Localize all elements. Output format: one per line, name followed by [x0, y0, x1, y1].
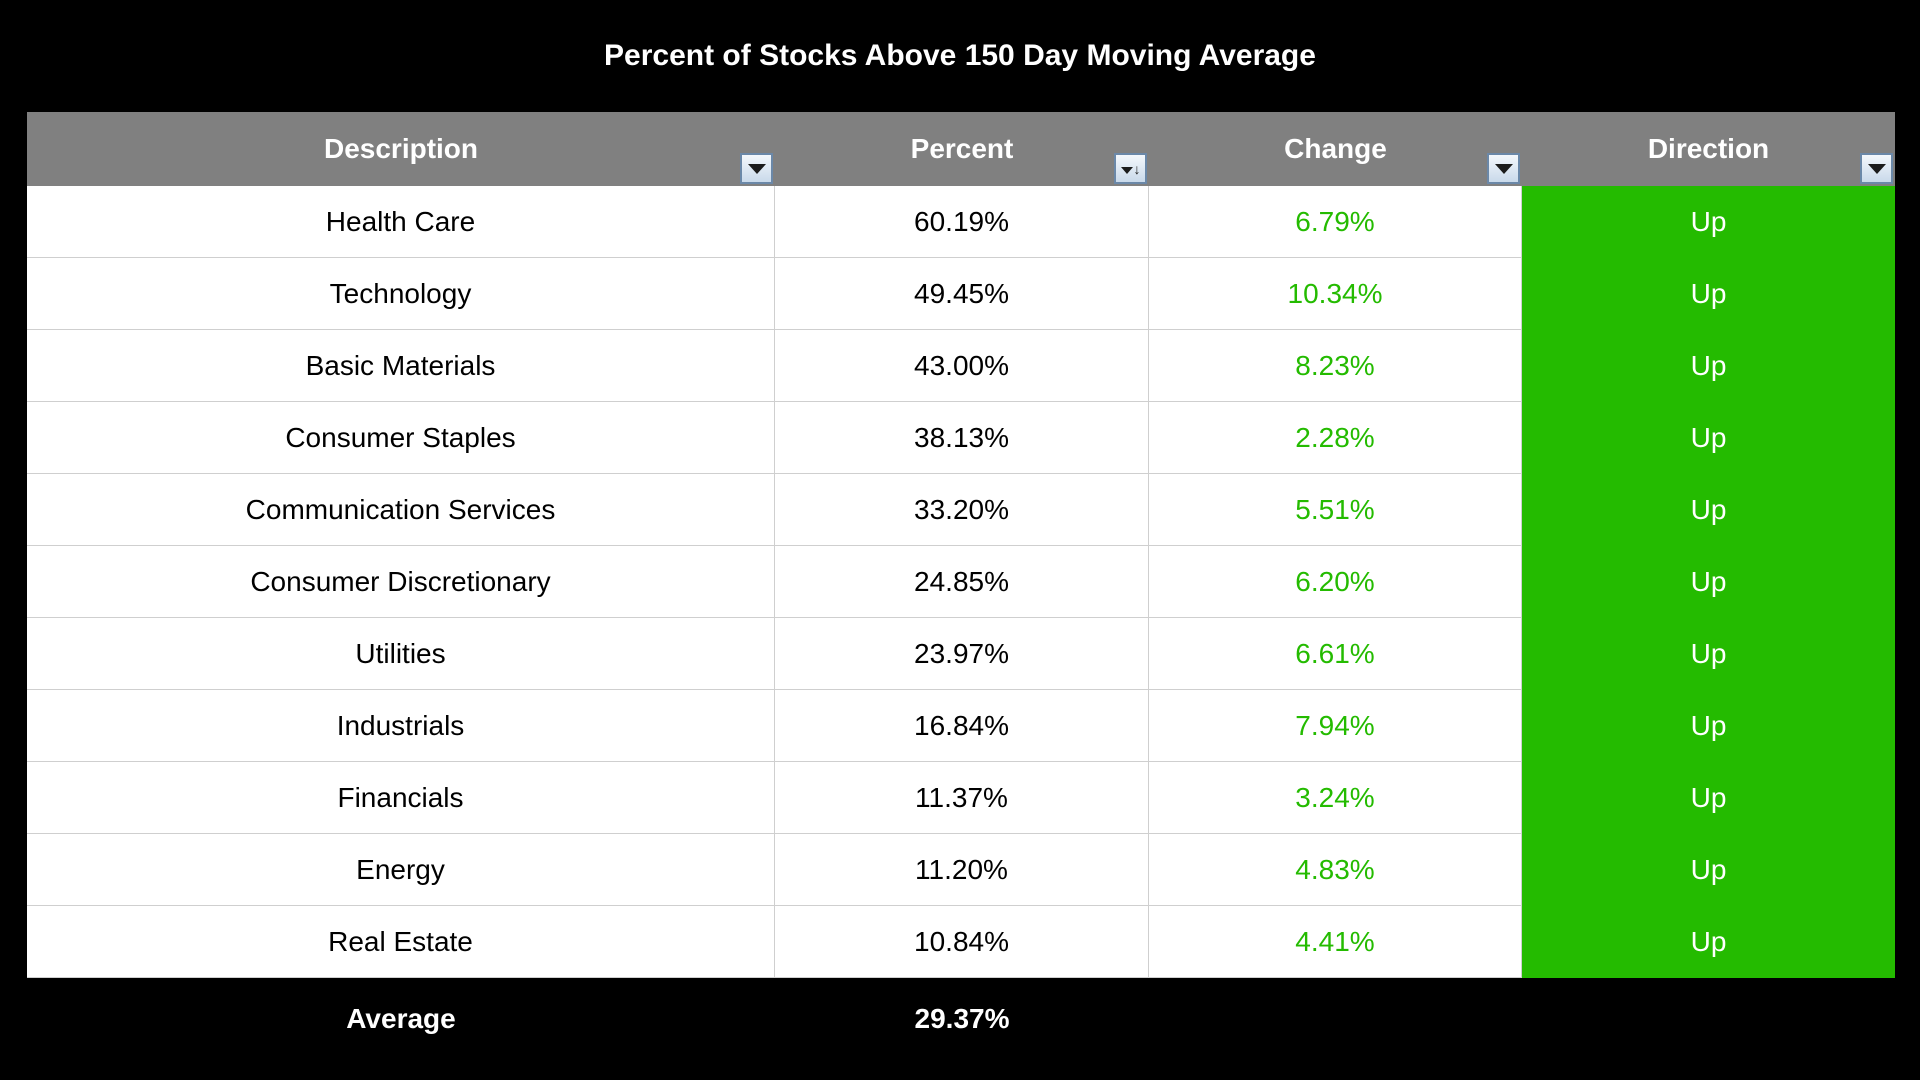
column-header-direction: Direction	[1522, 112, 1895, 186]
change-cell[interactable]: 4.41%	[1149, 906, 1522, 978]
direction-cell[interactable]: Up	[1522, 186, 1895, 258]
description-cell[interactable]: Technology	[27, 258, 775, 330]
percent-cell[interactable]: 49.45%	[775, 258, 1149, 330]
direction-cell[interactable]: Up	[1522, 618, 1895, 690]
change-cell[interactable]: 3.24%	[1149, 762, 1522, 834]
empty-cell[interactable]	[1149, 978, 1522, 1060]
percent-cell[interactable]: 24.85%	[775, 546, 1149, 618]
column-header-label: Percent	[910, 133, 1014, 164]
direction-cell[interactable]: Up	[1522, 546, 1895, 618]
direction-cell[interactable]: Up	[1522, 330, 1895, 402]
chevron-down-icon	[1867, 163, 1886, 174]
filter-dropdown-button[interactable]	[1860, 153, 1893, 184]
direction-cell[interactable]: Up	[1522, 834, 1895, 906]
direction-cell[interactable]: Up	[1522, 690, 1895, 762]
table-row: Financials 11.37% 3.24% Up	[27, 762, 1895, 834]
column-header-description: Description	[27, 112, 775, 186]
page-title: Percent of Stocks Above 150 Day Moving A…	[604, 39, 1316, 72]
description-cell[interactable]: Financials	[27, 762, 775, 834]
change-cell[interactable]: 8.23%	[1149, 330, 1522, 402]
average-percent-value[interactable]: 29.37%	[914, 1003, 1010, 1034]
description-cell[interactable]: Communication Services	[27, 474, 775, 546]
empty-cell[interactable]	[1522, 978, 1895, 1060]
change-cell[interactable]: 7.94%	[1149, 690, 1522, 762]
table-header: Description Percent ↓ Change Direction	[27, 112, 1895, 186]
column-header-label: Direction	[1647, 133, 1770, 164]
sort-descending-filter-button[interactable]: ↓	[1114, 153, 1147, 184]
change-cell[interactable]: 6.79%	[1149, 186, 1522, 258]
description-cell[interactable]: Energy	[27, 834, 775, 906]
percent-cell[interactable]: 60.19%	[775, 186, 1149, 258]
table-row: Consumer Discretionary 24.85% 6.20% Up	[27, 546, 1895, 618]
direction-cell[interactable]: Up	[1522, 258, 1895, 330]
chevron-down-icon	[747, 163, 766, 174]
table-row: Real Estate 10.84% 4.41% Up	[27, 906, 1895, 978]
percent-cell[interactable]: 38.13%	[775, 402, 1149, 474]
filter-dropdown-button[interactable]	[740, 153, 773, 184]
percent-cell[interactable]: 33.20%	[775, 474, 1149, 546]
chevron-down-icon	[1494, 163, 1513, 174]
change-cell[interactable]: 4.83%	[1149, 834, 1522, 906]
change-cell[interactable]: 10.34%	[1149, 258, 1522, 330]
table-row: Communication Services 33.20% 5.51% Up	[27, 474, 1895, 546]
filter-dropdown-button[interactable]	[1487, 153, 1520, 184]
column-header-label: Description	[323, 133, 479, 164]
table-row: Utilities 23.97% 6.61% Up	[27, 618, 1895, 690]
percent-cell[interactable]: 11.20%	[775, 834, 1149, 906]
percent-cell[interactable]: 23.97%	[775, 618, 1149, 690]
column-header-label: Change	[1284, 133, 1387, 164]
table-row: Basic Materials 43.00% 8.23% Up	[27, 330, 1895, 402]
table-row: Health Care 60.19% 6.79% Up	[27, 186, 1895, 258]
description-cell[interactable]: Consumer Discretionary	[27, 546, 775, 618]
change-cell[interactable]: 6.20%	[1149, 546, 1522, 618]
table-row: Industrials 16.84% 7.94% Up	[27, 690, 1895, 762]
direction-cell[interactable]: Up	[1522, 402, 1895, 474]
description-cell[interactable]: Consumer Staples	[27, 402, 775, 474]
average-label[interactable]: Average	[346, 1003, 456, 1034]
column-header-change: Change	[1149, 112, 1522, 186]
sector-table: Description Percent ↓ Change Direction	[27, 112, 1895, 1060]
table-row: Consumer Staples 38.13% 2.28% Up	[27, 402, 1895, 474]
table-row: Technology 49.45% 10.34% Up	[27, 258, 1895, 330]
description-cell[interactable]: Utilities	[27, 618, 775, 690]
percent-cell[interactable]: 16.84%	[775, 690, 1149, 762]
change-cell[interactable]: 5.51%	[1149, 474, 1522, 546]
sort-descending-icon: ↓	[1133, 160, 1141, 177]
direction-cell[interactable]: Up	[1522, 474, 1895, 546]
direction-cell[interactable]: Up	[1522, 762, 1895, 834]
description-cell[interactable]: Basic Materials	[27, 330, 775, 402]
change-cell[interactable]: 2.28%	[1149, 402, 1522, 474]
percent-cell[interactable]: 11.37%	[775, 762, 1149, 834]
description-cell[interactable]: Industrials	[27, 690, 775, 762]
direction-cell[interactable]: Up	[1522, 906, 1895, 978]
table-footer: Average 29.37%	[27, 978, 1895, 1060]
percent-cell[interactable]: 43.00%	[775, 330, 1149, 402]
table-row: Energy 11.20% 4.83% Up	[27, 834, 1895, 906]
description-cell[interactable]: Health Care	[27, 186, 775, 258]
chevron-down-icon	[1120, 167, 1133, 174]
description-cell[interactable]: Real Estate	[27, 906, 775, 978]
percent-cell[interactable]: 10.84%	[775, 906, 1149, 978]
column-header-percent: Percent ↓	[775, 112, 1149, 186]
change-cell[interactable]: 6.61%	[1149, 618, 1522, 690]
